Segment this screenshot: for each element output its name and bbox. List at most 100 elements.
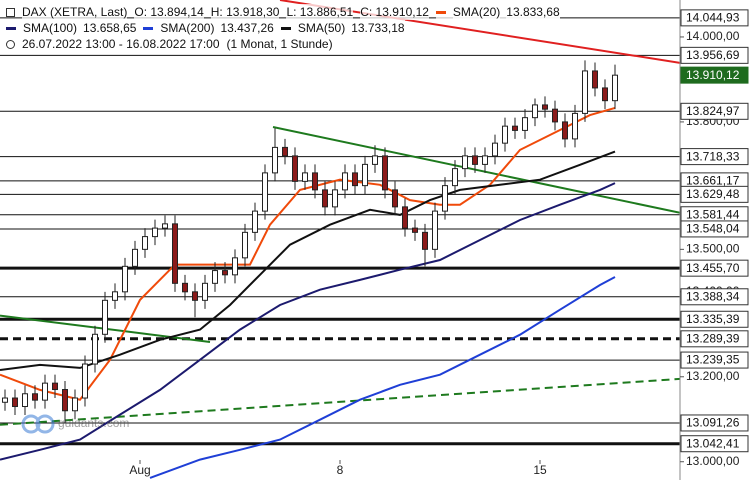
- candle-body: [422, 231, 428, 250]
- level-box: [680, 351, 749, 369]
- legend-name: SMA(50): [297, 21, 346, 35]
- candle-body: [592, 70, 598, 89]
- level-box: [680, 185, 749, 203]
- ohlc-label: O: 13.894,14: [134, 4, 204, 20]
- candle-body: [552, 108, 558, 123]
- level-label: 13.629,48: [686, 187, 740, 201]
- level-box: [680, 330, 749, 348]
- candle-body: [172, 223, 178, 284]
- candle-body: [302, 172, 308, 182]
- candle-body: [142, 236, 148, 250]
- candle-body: [242, 231, 248, 259]
- level-label: 13.718,33: [686, 149, 740, 163]
- level-label: 13.548,04: [686, 222, 740, 236]
- candle-body: [292, 155, 298, 182]
- candle-body: [192, 291, 198, 301]
- legend-marker: [143, 27, 154, 31]
- candle-body: [232, 257, 238, 276]
- trendline: [0, 377, 680, 426]
- sma-line: [0, 150, 616, 371]
- candle-body: [602, 87, 608, 102]
- candle-body: [502, 125, 508, 144]
- sma-line: [149, 276, 616, 479]
- candle-body: [582, 70, 588, 114]
- candle-body: [572, 112, 578, 140]
- candle-body: [432, 210, 438, 250]
- candle-body: [402, 206, 408, 229]
- level-label: 13.335,39: [686, 312, 740, 326]
- x-tick-label: Aug: [129, 463, 150, 477]
- candle-body: [82, 363, 88, 399]
- watermark: guidants.com: [21, 414, 129, 434]
- candle-body: [62, 389, 68, 412]
- level-label: 13.956,69: [686, 48, 740, 62]
- level-label: 13.455,70: [686, 261, 740, 275]
- level-box: [680, 66, 749, 84]
- level-box: [680, 220, 749, 238]
- legend-entry: SMA(50) 13.733,18: [280, 20, 405, 36]
- trendline: [272, 126, 680, 214]
- legend-entry: SMA(20) 13.833,68: [435, 4, 560, 20]
- legend-value: 13.437,26: [220, 21, 274, 35]
- candle-body: [332, 189, 338, 208]
- candle-body: [282, 146, 288, 157]
- level-box: [680, 102, 749, 120]
- level-label: 13.388,34: [686, 289, 740, 303]
- level-box: [680, 414, 749, 432]
- level-box: [680, 148, 749, 166]
- candle-body: [372, 155, 378, 165]
- level-box: [680, 288, 749, 306]
- level-label: 13.824,97: [686, 104, 740, 118]
- candle-body: [342, 172, 348, 191]
- candle-body: [2, 397, 8, 403]
- legend-marker: [435, 11, 446, 15]
- level-label: 14.044,93: [686, 11, 740, 25]
- legend-value: 13.733,18: [351, 21, 405, 35]
- candle-body: [412, 227, 418, 233]
- level-box: [680, 310, 749, 328]
- candle-body: [312, 172, 318, 191]
- legend-marker: [6, 27, 16, 31]
- candle-body: [52, 382, 58, 391]
- candle-body: [22, 393, 28, 408]
- candle-body: [532, 104, 538, 119]
- legend-name: SMA(20): [452, 5, 501, 19]
- candle-body: [352, 172, 358, 187]
- candle-body: [32, 393, 38, 401]
- candle-body: [222, 270, 228, 276]
- candle-body: [262, 172, 268, 212]
- candle-body: [382, 155, 388, 191]
- candle-body: [462, 155, 468, 170]
- header-row: SMA(100) 13.658,65 SMA(200) 13.437,26 SMA(50…: [0, 20, 680, 36]
- watermark-logo: [21, 414, 41, 434]
- y-tick-label: 13.200,00: [686, 369, 740, 383]
- level-box: [680, 46, 749, 64]
- candle-body: [102, 299, 108, 335]
- candle-body: [122, 265, 128, 293]
- level-label: 13.091,26: [686, 416, 740, 430]
- legend-value: 13.833,68: [506, 5, 560, 19]
- candle-body: [492, 142, 498, 157]
- instrument-icon: [6, 7, 15, 17]
- level-box: [680, 9, 749, 27]
- level-box: [680, 259, 749, 277]
- x-tick-label: 8: [337, 463, 344, 477]
- candle-body: [252, 210, 258, 233]
- sma-line: [0, 182, 616, 461]
- candle-body: [92, 333, 98, 365]
- legend-entry: SMA(100) 13.658,65: [6, 20, 137, 36]
- level-label: 13.910,12: [686, 68, 740, 82]
- ohlc-label: H: 13.918,30: [210, 4, 280, 20]
- candle-body: [162, 223, 168, 229]
- candle-body: [512, 125, 518, 131]
- level-label: 13.661,17: [686, 174, 740, 188]
- candle-body: [152, 227, 158, 238]
- candle-body: [452, 168, 458, 187]
- candle-body: [612, 74, 618, 102]
- level-label: 13.042,41: [686, 436, 740, 450]
- ohlc-label: C: 13.910,12: [360, 4, 429, 20]
- level-label: 13.239,35: [686, 353, 740, 367]
- chart-header: DAX (XETRA, Last) O: 13.894,14 H: 13.918,…: [0, 0, 680, 52]
- candle-body: [72, 397, 78, 412]
